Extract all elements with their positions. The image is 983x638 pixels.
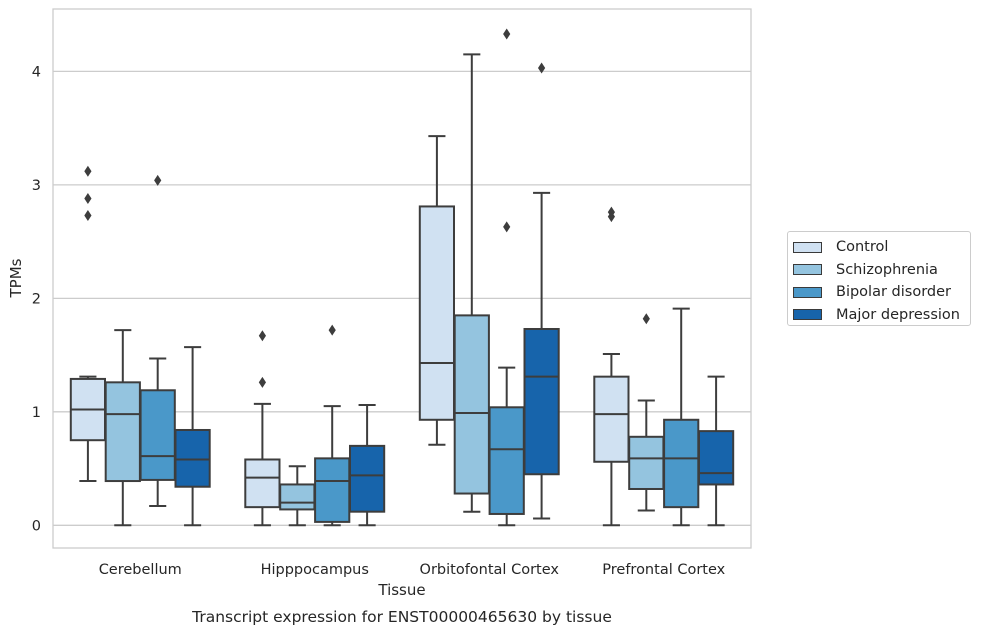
box-iqr	[628, 435, 665, 490]
outlier-point	[84, 193, 92, 205]
outlier-point	[154, 174, 162, 186]
box-iqr	[314, 457, 351, 523]
outlier-point	[503, 28, 511, 40]
box-cerebellum	[139, 174, 176, 508]
outlier-point	[328, 324, 336, 336]
box-iqr	[663, 418, 700, 509]
x-tick-label: Prefrontal Cortex	[602, 562, 725, 578]
chart-title: Transcript expression for ENST0000046563…	[191, 608, 612, 626]
box-iqr	[593, 375, 630, 463]
legend-item: Schizophrenia	[793, 259, 970, 282]
legend-label: Major depression	[836, 306, 960, 323]
y-tick-label: 4	[32, 64, 41, 80]
outlier-point	[607, 206, 615, 218]
box-orbitofontal-cortex	[488, 28, 525, 527]
y-tick-label: 3	[32, 178, 41, 194]
plot-frame	[52, 8, 752, 549]
legend-swatch	[793, 264, 822, 276]
y-tick-labels: 0 1 2 3 4	[32, 64, 41, 534]
y-tick-label: 1	[32, 405, 41, 421]
outlier-point	[84, 210, 92, 222]
outlier-point	[538, 62, 546, 74]
series-major-depression	[174, 62, 735, 527]
legend-swatch	[793, 286, 822, 298]
box-cerebellum	[104, 329, 141, 527]
box-iqr	[139, 389, 176, 481]
legend-swatch	[793, 309, 822, 321]
box-orbitofontal-cortex	[453, 53, 490, 513]
box-hipppocampus	[348, 404, 386, 527]
box-hipppocampus	[244, 330, 281, 527]
outlier-point	[642, 313, 650, 325]
legend-item: Bipolar disorder	[793, 281, 970, 304]
box-iqr	[453, 314, 490, 495]
box-prefrontal-cortex	[663, 307, 700, 527]
series-control	[69, 135, 630, 527]
y-tick-label: 0	[32, 518, 41, 534]
series-schizophrenia	[104, 53, 665, 527]
box-iqr	[244, 458, 281, 509]
box-hipppocampus	[279, 465, 316, 527]
box-cerebellum	[174, 346, 211, 527]
outlier-point	[258, 330, 266, 342]
legend-label: Bipolar disorder	[836, 284, 951, 301]
legend-label: Schizophrenia	[836, 261, 938, 278]
legend-item: Major depression	[793, 304, 970, 327]
legend: Control Schizophrenia Bipolar disorder Majo…	[787, 231, 971, 326]
box-iqr	[697, 430, 735, 486]
box-iqr	[418, 205, 456, 421]
legend-swatch	[793, 241, 822, 253]
box-iqr	[488, 406, 525, 515]
box-prefrontal-cortex	[697, 375, 735, 527]
box-iqr	[523, 327, 560, 476]
box-prefrontal-cortex	[628, 313, 665, 512]
x-tick-labels: Cerebellum Hipppocampus Orbitofontal Corte…	[99, 562, 726, 578]
box-orbitofontal-cortex	[418, 135, 456, 446]
x-axis-label: Tissue	[377, 581, 425, 599]
series-bipolar-disorder	[139, 28, 700, 527]
box-cerebellum	[69, 165, 107, 483]
box-prefrontal-cortex	[593, 206, 630, 527]
box-iqr	[279, 483, 316, 511]
x-tick-label: Cerebellum	[99, 562, 182, 578]
y-tick-label: 2	[32, 291, 41, 307]
box-series	[69, 28, 735, 527]
outlier-point	[84, 165, 92, 177]
legend-item: Control	[793, 236, 970, 259]
box-orbitofontal-cortex	[523, 62, 560, 520]
y-axis-label: TPMs	[7, 258, 25, 298]
box-hipppocampus	[314, 324, 351, 527]
x-tick-label: Hipppocampus	[261, 562, 369, 578]
outlier-point	[258, 376, 266, 388]
x-tick-label: Orbitofontal Cortex	[420, 562, 560, 578]
box-iqr	[174, 428, 211, 488]
box-iqr	[348, 444, 386, 513]
outlier-point	[503, 221, 511, 233]
box-iqr	[104, 381, 141, 483]
legend-label: Control	[836, 239, 889, 256]
